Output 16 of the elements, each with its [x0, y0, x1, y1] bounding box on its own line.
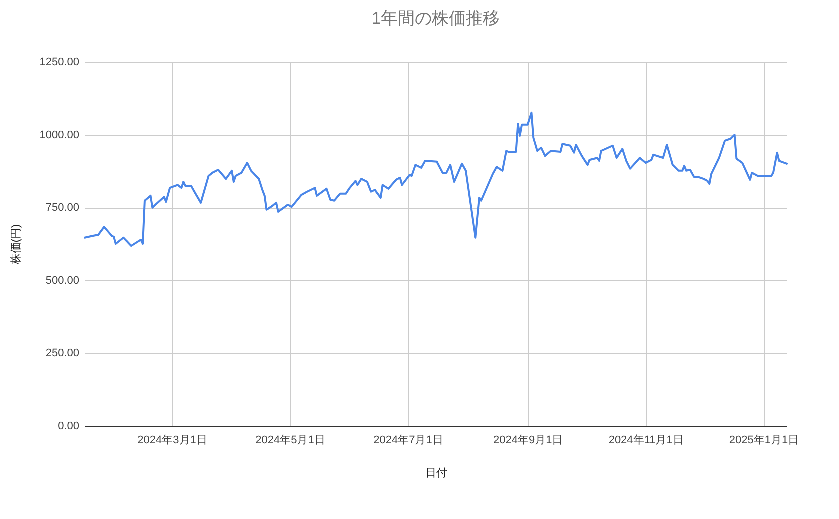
x-tick-label: 2024年5月1日 [256, 434, 326, 446]
x-tick-label: 2024年9月1日 [494, 434, 564, 446]
x-tick-label: 2024年11月1日 [608, 434, 684, 446]
line-series [84, 112, 788, 248]
y-tick-label: 0.00 [58, 420, 80, 432]
y-tick-label: 1000.00 [40, 129, 80, 142]
y-tick-label: 750.00 [46, 202, 80, 214]
x-tick-label: 2024年3月1日 [138, 434, 208, 446]
x-tick-label: 2024年7月1日 [374, 434, 444, 446]
x-axis-title: 日付 [426, 468, 448, 480]
y-tick-label: 500.00 [46, 274, 80, 287]
chart-title: 1年間の株価推移 [372, 9, 500, 28]
y-tick-label: 250.00 [46, 348, 80, 360]
y-axis-title: 株価(円) [10, 224, 23, 266]
y-tick-label: 1250.00 [40, 56, 80, 68]
x-tick-label: 2025年1月1日 [729, 434, 800, 446]
